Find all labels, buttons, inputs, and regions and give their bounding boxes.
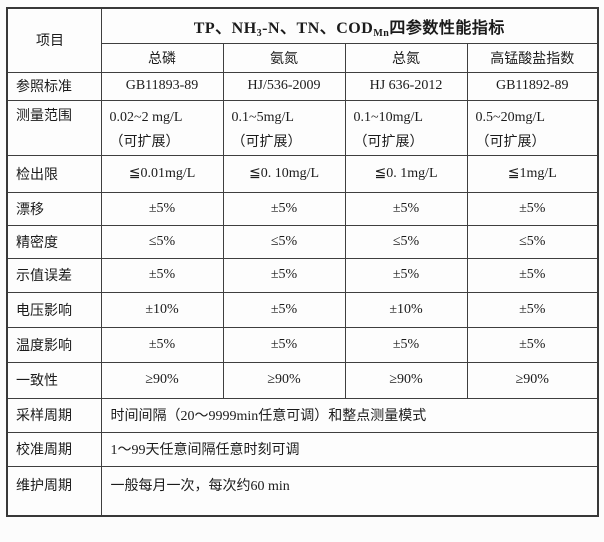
spec-cell: ±5% (222, 257, 346, 293)
spec-cell: ±5% (100, 257, 224, 293)
spec-cell: ≥90% (222, 361, 346, 399)
table-row: 检出限 ≦0.01mg/L ≦0. 10mg/L ≦0. 1mg/L ≦1mg/… (6, 154, 599, 193)
table-row: 测量范围 0.02~2 mg/L （可扩展） 0.1~5mg/L （可扩展） 0… (6, 99, 599, 156)
spec-cell: ±5% (344, 257, 468, 293)
range-value: 0.02~2 mg/L (109, 109, 183, 125)
table-row: 采样周期 时间间隔（20～9999min任意可调）和整点测量模式 (6, 397, 599, 433)
spec-cell: ±5% (344, 326, 468, 363)
spec-cell: ±5% (222, 291, 346, 328)
column-header-tp: 总磷 (100, 42, 224, 73)
spec-cell: ±5% (222, 191, 346, 226)
spec-cell: ≥90% (100, 361, 224, 399)
spec-cell: ±5% (466, 257, 599, 293)
range-value: 0.5~20mg/L (475, 109, 545, 125)
spec-cell: ≦0. 1mg/L (344, 154, 468, 193)
performance-spec-table: 项目 TP、NH3-N、TN、CODMn四参数性能指标 总磷 氨氮 总氮 高锰酸… (6, 7, 600, 517)
table-row: 项目 TP、NH3-N、TN、CODMn四参数性能指标 (6, 7, 599, 73)
spec-cell: ±5% (466, 191, 599, 226)
spec-cell: 0.1~10mg/L （可扩展） (344, 99, 468, 156)
spec-cell: ±10% (344, 291, 468, 328)
corner-header-cell: 项目 (6, 7, 102, 73)
row-label-temperature-effect: 温度影响 (6, 326, 102, 363)
table-row: 电压影响 ±10% ±5% ±10% ±5% (6, 291, 599, 328)
spec-cell: HJ 636-2012 (344, 71, 468, 101)
table-row: 参照标准 GB11893-89 HJ/536-2009 HJ 636-2012 … (6, 71, 599, 101)
row-label-drift: 漂移 (6, 191, 102, 226)
table-row: 总磷 氨氮 总氮 高锰酸盐指数 (7, 42, 599, 73)
table-title: TP、NH3-N、TN、CODMn四参数性能指标 (100, 7, 599, 44)
row-label-indication-error: 示值误差 (6, 257, 102, 293)
spec-cell: ≤5% (466, 224, 599, 259)
table-row: 一致性 ≥90% ≥90% ≥90% ≥90% (6, 361, 599, 399)
row-label-calibration-period: 校准周期 (6, 431, 102, 467)
spec-cell: GB11893-89 (100, 71, 224, 101)
spec-cell: ≦1mg/L (466, 154, 599, 193)
row-label-reference-standard: 参照标准 (6, 71, 102, 101)
spec-cell: ±5% (466, 291, 599, 328)
spec-cell: ±10% (100, 291, 224, 328)
row-label-sampling-period: 采样周期 (6, 397, 102, 433)
range-value: 0.1~10mg/L (353, 109, 423, 125)
range-value: 0.1~5mg/L (231, 109, 294, 125)
row-label-precision: 精密度 (6, 224, 102, 259)
document-page: 项目 TP、NH3-N、TN、CODMn四参数性能指标 总磷 氨氮 总氮 高锰酸… (6, 7, 600, 517)
column-header-codmn: 高锰酸盐指数 (466, 42, 599, 73)
table-row: 漂移 ±5% ±5% ±5% ±5% (6, 191, 599, 226)
table-row: 精密度 ≤5% ≤5% ≤5% ≤5% (6, 224, 599, 259)
spec-cell: ±5% (100, 191, 224, 226)
spec-cell: GB11892-89 (466, 71, 599, 101)
row-label-detection-limit: 检出限 (6, 154, 102, 193)
title-part: 四参数性能指标 (389, 19, 505, 37)
column-header-tn: 总氮 (344, 42, 468, 73)
spec-cell: ≥90% (344, 361, 468, 399)
merged-value-cell: 1～99天任意间隔任意时刻可调 (100, 431, 599, 467)
range-note: （可扩展） (475, 134, 546, 150)
spec-cell: ≤5% (100, 224, 224, 259)
title-subscript: 3 (256, 27, 263, 39)
spec-cell: ≦0.01mg/L (100, 154, 224, 193)
spec-cell: 0.02~2 mg/L （可扩展） (100, 99, 224, 156)
table-row: 示值误差 ±5% ±5% ±5% ±5% (6, 257, 599, 293)
row-label-maintenance-period: 维护周期 (6, 465, 102, 517)
spec-cell: ±5% (100, 326, 224, 363)
title-subscript: Mn (373, 27, 390, 39)
spec-cell: ±5% (466, 326, 599, 363)
table-row: 维护周期 一般每月一次，每次约60 min (6, 465, 599, 517)
range-note: （可扩展） (231, 134, 302, 150)
row-label-voltage-effect: 电压影响 (6, 291, 102, 328)
merged-value-cell: 一般每月一次，每次约60 min (100, 465, 599, 517)
column-header-nh3n: 氨氮 (222, 42, 346, 73)
title-part: -N、TN、COD (262, 19, 374, 37)
row-label-consistency: 一致性 (6, 361, 102, 399)
spec-cell: ≥90% (466, 361, 599, 399)
spec-cell: ≦0. 10mg/L (222, 154, 346, 193)
spec-cell: ±5% (222, 326, 346, 363)
spec-cell: ±5% (344, 191, 468, 226)
range-note: （可扩展） (353, 134, 424, 150)
range-note: （可扩展） (109, 134, 180, 150)
merged-value-cell: 时间间隔（20～9999min任意可调）和整点测量模式 (100, 397, 599, 433)
row-label-measure-range: 测量范围 (6, 99, 102, 156)
spec-cell: 0.1~5mg/L （可扩展） (222, 99, 346, 156)
title-part: TP、NH (193, 19, 257, 37)
spec-cell: 0.5~20mg/L （可扩展） (466, 99, 599, 156)
table-row: 校准周期 1～99天任意间隔任意时刻可调 (6, 431, 599, 467)
spec-cell: HJ/536-2009 (222, 71, 346, 101)
spec-cell: ≤5% (222, 224, 346, 259)
table-row: 温度影响 ±5% ±5% ±5% ±5% (6, 326, 599, 363)
spec-cell: ≤5% (344, 224, 468, 259)
